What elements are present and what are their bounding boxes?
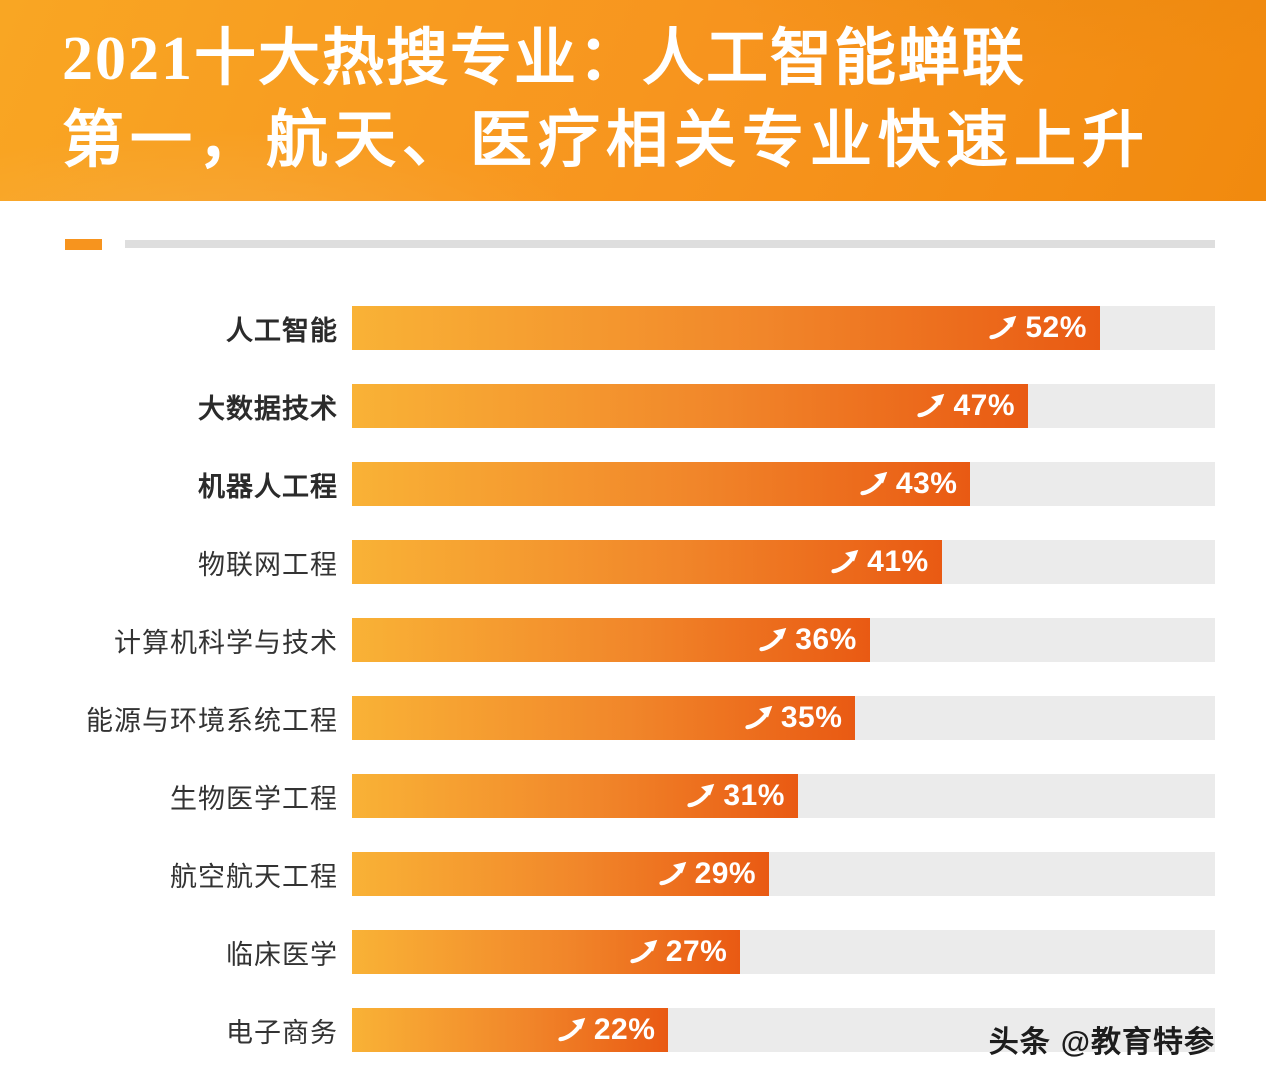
- bar-track: 22%: [352, 1008, 1215, 1052]
- bar: 52%: [352, 306, 1100, 350]
- bar-row: 航空航天工程 29%: [0, 835, 1266, 913]
- bar-row: 大数据技术 47%: [0, 367, 1266, 445]
- trend-up-arrow-icon: [557, 1015, 587, 1045]
- bar-row: 机器人工程 43%: [0, 445, 1266, 523]
- bar-row: 能源与环境系统工程 35%: [0, 679, 1266, 757]
- category-label: 计算机科学与技术: [114, 627, 338, 658]
- bar-chart: 人工智能 52% 大数据技术 47% 机器人工程 43% 物联网工程 41% 计算机科学与技术 3…: [0, 289, 1266, 1069]
- category-label: 临床医学: [226, 939, 338, 970]
- bar: 29%: [352, 852, 770, 896]
- watermark-handle: @教育特参: [1060, 1026, 1215, 1059]
- bar-row: 电子商务 22%: [0, 991, 1266, 1069]
- watermark-brand: 头条: [988, 1026, 1051, 1059]
- bar: 22%: [352, 1008, 669, 1052]
- category-label: 电子商务: [226, 1017, 338, 1048]
- bar: 47%: [352, 384, 1029, 428]
- bar-track: 47%: [352, 384, 1215, 428]
- bar-track: 29%: [352, 852, 1215, 896]
- category-label: 机器人工程: [198, 471, 338, 502]
- bar-track: 52%: [352, 306, 1215, 350]
- category-label: 航空航天工程: [170, 861, 338, 892]
- bar-track: 35%: [352, 696, 1215, 740]
- bar-track: 43%: [352, 462, 1215, 506]
- bar: 43%: [352, 462, 971, 506]
- divider-accent-dash: [65, 238, 102, 250]
- bar: 41%: [352, 540, 942, 584]
- trend-up-arrow-icon: [629, 937, 659, 967]
- category-label: 生物医学工程: [170, 783, 338, 814]
- bar: 36%: [352, 618, 870, 662]
- header-banner: 2021十大热搜专业：人工智能蝉联 第一，航天、医疗相关专业快速上升: [0, 0, 1266, 201]
- page-title-line-2: 第一，航天、医疗相关专业快速上升: [62, 107, 1151, 175]
- bar-row: 临床医学 27%: [0, 913, 1266, 991]
- trend-up-arrow-icon: [686, 781, 716, 811]
- bar-value-label: 43%: [895, 467, 958, 500]
- trend-up-arrow-icon: [758, 625, 788, 655]
- bar-value-label: 29%: [694, 857, 757, 890]
- trend-up-arrow-icon: [916, 391, 946, 421]
- bar-value-label: 36%: [795, 623, 857, 656]
- watermark: 头条 @教育特参: [989, 1017, 1215, 1061]
- bar-value-label: 41%: [867, 545, 929, 578]
- trend-up-arrow-icon: [859, 469, 889, 499]
- trend-up-arrow-icon: [988, 313, 1018, 343]
- bar-track: 41%: [352, 540, 1215, 584]
- trend-up-arrow-icon: [830, 547, 860, 577]
- bar-row: 人工智能 52%: [0, 289, 1266, 367]
- bar: 31%: [352, 774, 798, 818]
- divider-line: [125, 240, 1215, 248]
- divider: [65, 238, 1215, 250]
- bar: 35%: [352, 696, 856, 740]
- bar-value-label: 27%: [665, 935, 728, 968]
- trend-up-arrow-icon: [744, 703, 774, 733]
- trend-up-arrow-icon: [658, 859, 688, 889]
- category-label: 物联网工程: [198, 549, 338, 580]
- category-label: 大数据技术: [198, 393, 338, 424]
- bar: 27%: [352, 930, 741, 974]
- bar-track: 36%: [352, 618, 1215, 662]
- category-label: 人工智能: [226, 315, 338, 346]
- bar-value-label: 52%: [1025, 311, 1087, 344]
- bar-track: 27%: [352, 930, 1215, 974]
- bar-track: 31%: [352, 774, 1215, 818]
- bar-row: 生物医学工程 31%: [0, 757, 1266, 835]
- bar-row: 计算机科学与技术 36%: [0, 601, 1266, 679]
- bar-row: 物联网工程 41%: [0, 523, 1266, 601]
- bar-value-label: 31%: [723, 779, 785, 812]
- bar-value-label: 35%: [780, 701, 843, 734]
- category-label: 能源与环境系统工程: [86, 705, 338, 736]
- page-title-line-1: 2021十大热搜专业：人工智能蝉联: [62, 25, 1027, 93]
- bar-value-label: 22%: [593, 1013, 656, 1046]
- bar-value-label: 47%: [953, 389, 1016, 422]
